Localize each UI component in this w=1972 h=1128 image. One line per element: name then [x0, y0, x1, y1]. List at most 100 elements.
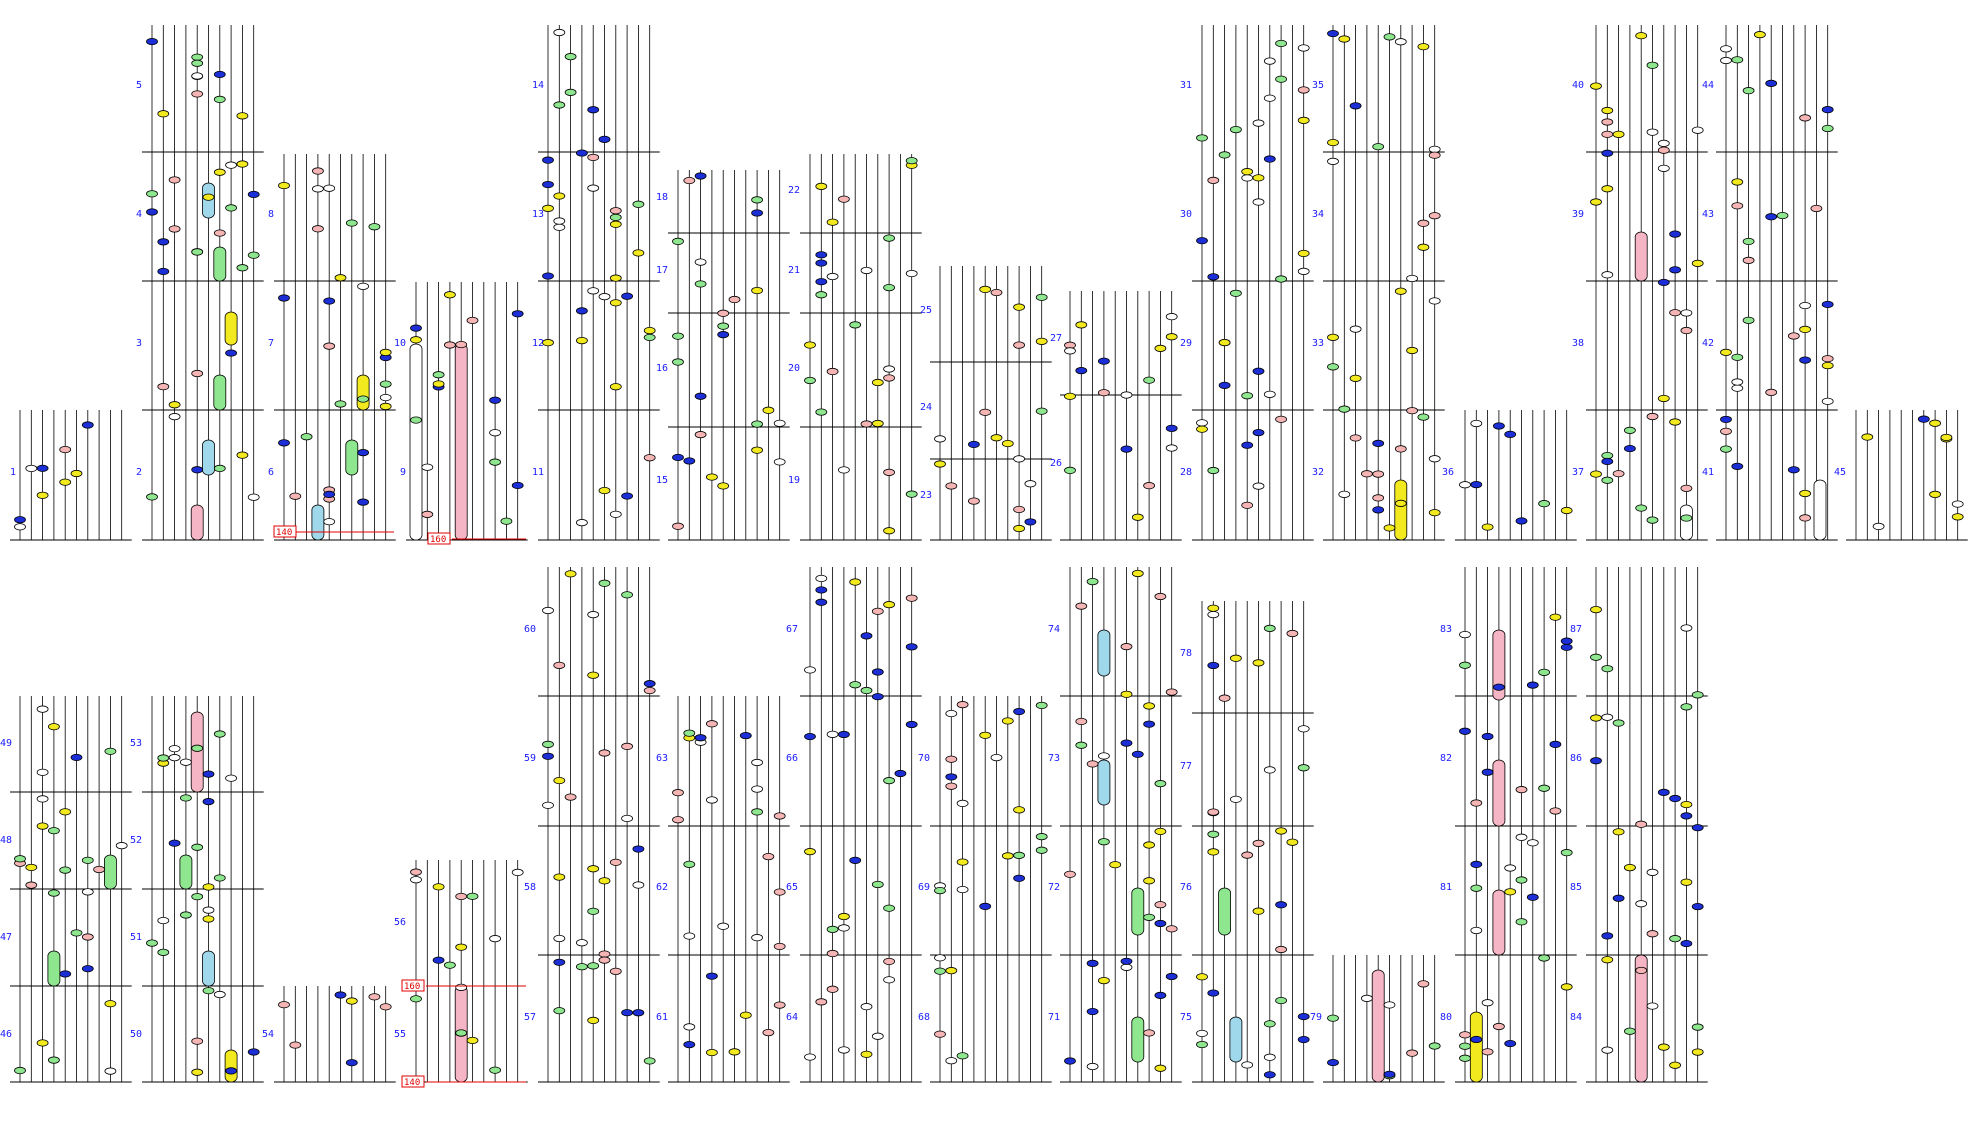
sustain-note [1492, 629, 1506, 701]
note-marker [1286, 629, 1299, 638]
note-marker [1590, 714, 1602, 722]
note-marker [368, 223, 381, 231]
note-marker [1765, 213, 1778, 221]
note-marker [905, 643, 918, 651]
note-marker [466, 1036, 479, 1045]
bar-number: 52 [130, 835, 142, 846]
bar-number: 18 [656, 192, 668, 203]
note-marker [1680, 484, 1693, 492]
note-marker [225, 204, 238, 212]
sustain-note [202, 950, 215, 987]
note-marker [247, 190, 260, 199]
note-marker [1263, 1071, 1276, 1079]
note-marker [1590, 606, 1602, 614]
note-marker [93, 865, 105, 874]
note-marker [59, 866, 72, 874]
note-marker [773, 1001, 786, 1009]
note-marker [1635, 900, 1648, 908]
note-marker [225, 1067, 238, 1075]
note-marker [323, 342, 336, 350]
tag-box [273, 525, 297, 538]
bar-number: 48 [0, 835, 12, 846]
tag-label: 140 [276, 528, 292, 538]
note-marker [838, 730, 850, 739]
note-marker [905, 157, 918, 165]
bar-number: 67 [786, 624, 798, 635]
note-marker [1394, 445, 1407, 453]
bar-number: 22 [788, 185, 800, 196]
note-marker [357, 498, 370, 506]
note-marker [1207, 830, 1220, 838]
note-marker [1821, 106, 1834, 114]
note-marker [1515, 833, 1528, 841]
note-marker [1951, 500, 1964, 508]
note-marker [598, 950, 611, 958]
note-marker [804, 732, 816, 741]
note-marker [564, 88, 577, 96]
note-marker [1549, 613, 1562, 621]
note-marker [1929, 490, 1941, 498]
note-marker [1787, 332, 1800, 340]
note-marker [609, 383, 622, 391]
bar-number: 16 [656, 363, 668, 374]
note-marker [1731, 378, 1744, 386]
note-marker [1601, 457, 1614, 466]
bar-number: 71 [1048, 1012, 1060, 1023]
sustain-notes [47, 182, 1827, 1083]
note-marker [1799, 489, 1811, 498]
note-marker [36, 822, 49, 830]
note-marker [1538, 500, 1550, 508]
note-marker [455, 943, 468, 951]
bar-number: 51 [130, 932, 142, 943]
note-marker [1035, 293, 1048, 301]
note-marker [1470, 480, 1483, 489]
note-marker [1230, 795, 1242, 803]
note-marker [1624, 863, 1636, 872]
tag-box [401, 979, 425, 992]
note-marker [1297, 1012, 1310, 1021]
note-marker [683, 176, 696, 185]
note-marker [826, 367, 839, 376]
note-marker [643, 454, 656, 462]
note-marker [1861, 433, 1874, 441]
note-marker [146, 190, 158, 198]
note-marker [1646, 61, 1659, 69]
note-marker [1799, 114, 1811, 122]
note-marker [1098, 976, 1110, 985]
note-marker [1327, 1014, 1339, 1022]
note-marker [1196, 134, 1208, 142]
note-marker [871, 880, 884, 889]
bar-number: 61 [656, 1012, 668, 1023]
note-marker [48, 889, 60, 897]
note-marker [751, 808, 763, 816]
note-marker [1669, 418, 1681, 426]
note-marker [632, 845, 645, 853]
note-marker [1720, 56, 1732, 65]
note-marker [432, 883, 445, 891]
note-marker [1165, 688, 1178, 696]
note-marker [1406, 407, 1418, 415]
note-marker [979, 902, 992, 911]
bar-number: 23 [920, 490, 932, 501]
note-marker [1417, 243, 1430, 251]
note-marker [1601, 130, 1614, 138]
string-grid [10, 25, 1968, 1083]
note-marker [1646, 1002, 1659, 1010]
note-marker [323, 184, 336, 192]
note-marker [104, 747, 117, 755]
note-marker [717, 331, 730, 339]
note-marker [751, 785, 763, 793]
note-marker [1207, 466, 1220, 475]
note-marker [247, 1048, 260, 1056]
note-marker [1297, 44, 1310, 52]
note-marker [1241, 392, 1254, 400]
note-marker [598, 135, 611, 143]
note-marker [706, 473, 718, 481]
note-marker [1120, 643, 1133, 651]
note-marker [717, 322, 730, 330]
note-marker [773, 458, 786, 466]
note-marker [587, 962, 600, 970]
note-marker [1720, 348, 1732, 356]
bar-number: 73 [1048, 753, 1060, 764]
note-marker [934, 954, 946, 962]
